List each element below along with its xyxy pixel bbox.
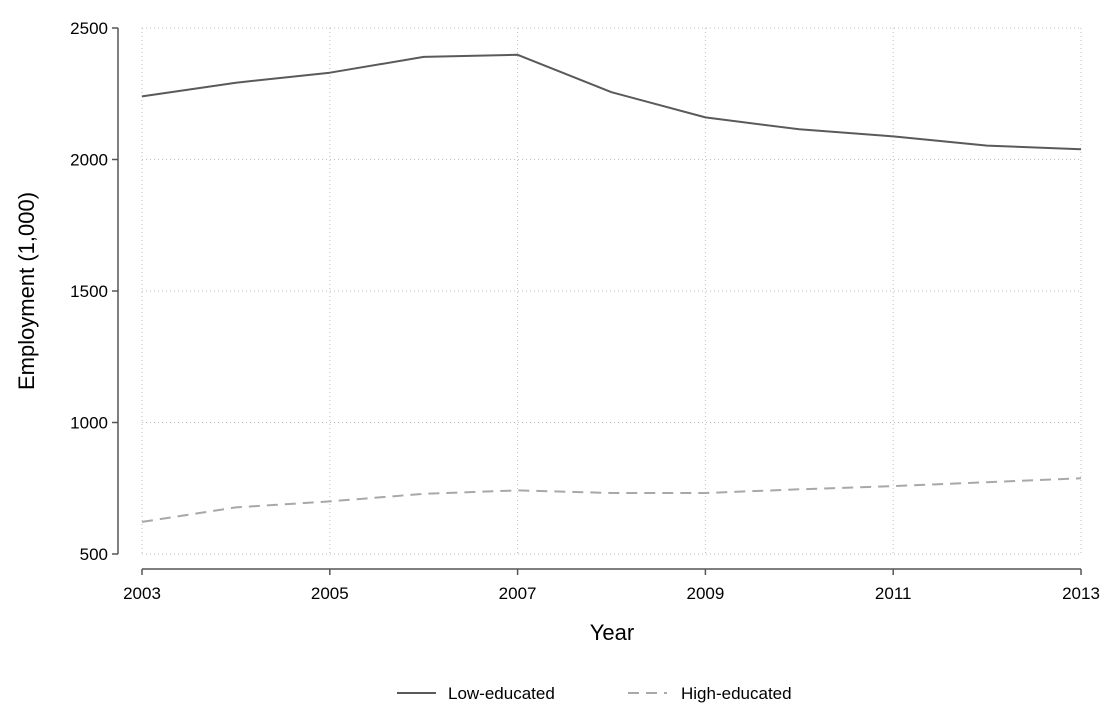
- series-line-low-educated: [141, 53, 1082, 151]
- x-tick-label-2005: 2005: [311, 584, 349, 603]
- x-tick-label-2009: 2009: [686, 584, 724, 603]
- x-tick-label-2011: 2011: [875, 584, 912, 603]
- axes: [112, 27, 1082, 575]
- y-tick-label-1500: 1500: [70, 282, 108, 301]
- x-tick-label-2013: 2013: [1062, 584, 1100, 603]
- legend-label-high-educated: High-educated: [681, 684, 792, 703]
- legend: Low-educated High-educated: [397, 684, 792, 703]
- y-tick-label-2500: 2500: [70, 19, 108, 38]
- y-tick-label-1000: 1000: [70, 414, 108, 433]
- y-axis-title: Employment (1,000): [14, 192, 39, 390]
- series-line-high-educated: [141, 477, 1082, 523]
- y-tick-label-2000: 2000: [70, 151, 108, 170]
- x-tick-label-2003: 2003: [123, 584, 161, 603]
- x-axis-title: Year: [590, 620, 634, 645]
- x-tick-label-2007: 2007: [499, 584, 537, 603]
- tick-labels: 500 1000 1500 2000 2500 2003 2005 2007 2009 2011 2…: [70, 19, 1100, 603]
- series-lines: [141, 53, 1082, 523]
- gridlines: [141, 27, 1082, 555]
- legend-label-low-educated: Low-educated: [448, 684, 555, 703]
- y-tick-label-500: 500: [80, 545, 108, 564]
